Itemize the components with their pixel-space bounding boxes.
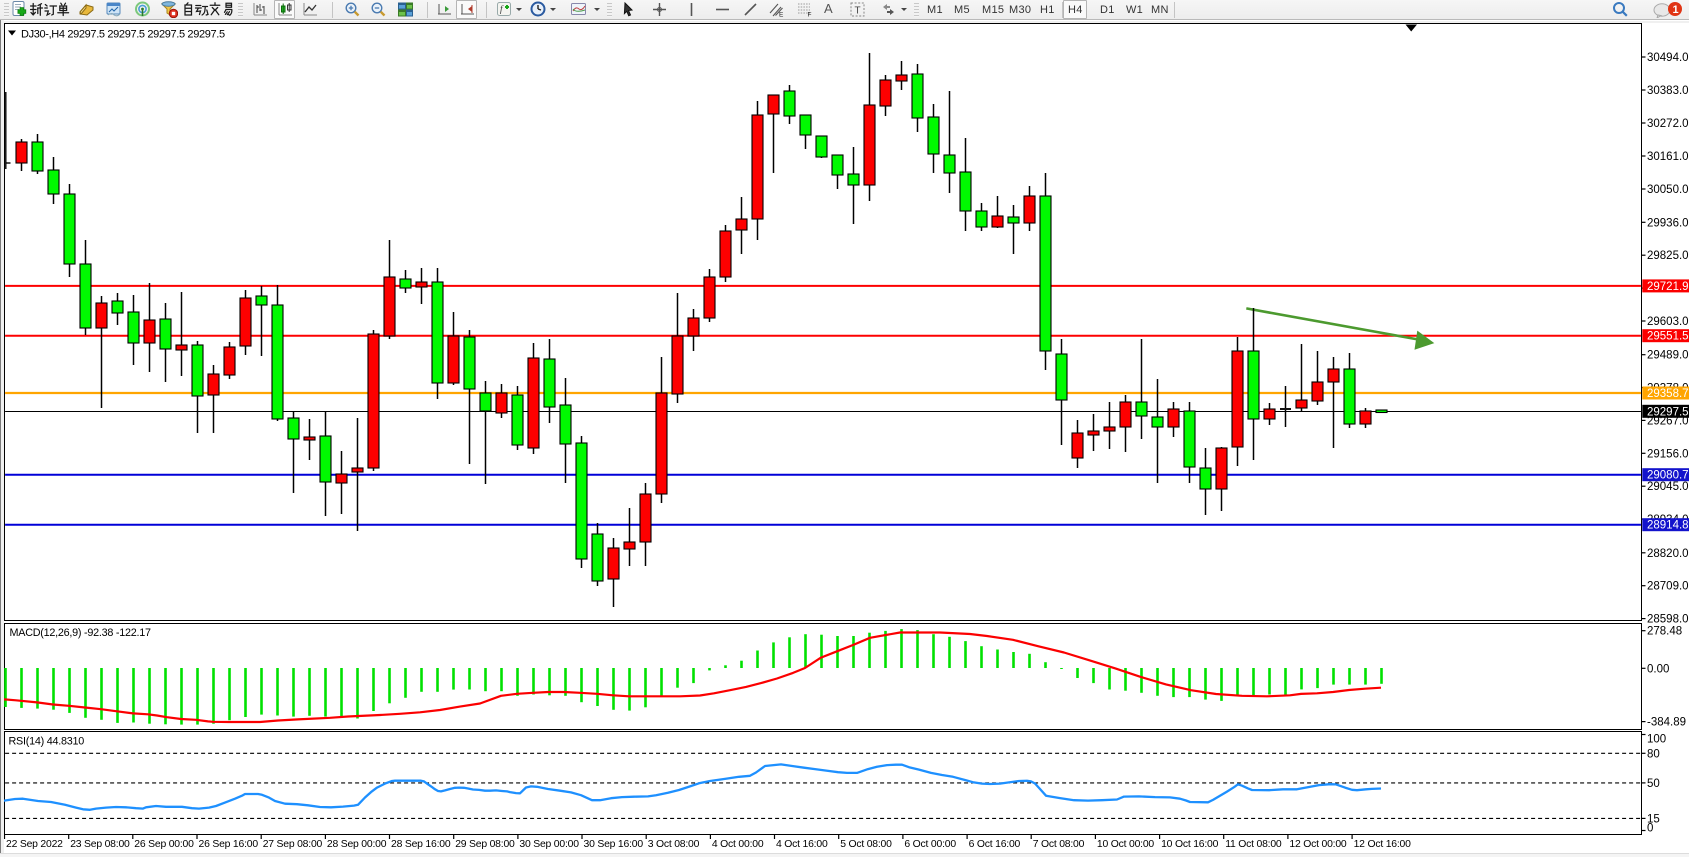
svg-text:28820.0: 28820.0 xyxy=(1647,548,1689,560)
svg-text:MACD(12,26,9) -92.38 -122.17: MACD(12,26,9) -92.38 -122.17 xyxy=(10,627,151,639)
svg-text:29267.0: 29267.0 xyxy=(1647,415,1689,427)
svg-text:7 Oct 08:00: 7 Oct 08:00 xyxy=(1033,839,1085,850)
svg-text:12 Oct 16:00: 12 Oct 16:00 xyxy=(1354,839,1412,850)
svg-text:26 Sep 00:00: 26 Sep 00:00 xyxy=(134,839,194,850)
svg-text:29156.0: 29156.0 xyxy=(1647,448,1689,460)
svg-text:29080.7: 29080.7 xyxy=(1647,470,1689,482)
svg-text:6 Oct 16:00: 6 Oct 16:00 xyxy=(969,839,1021,850)
svg-text:50: 50 xyxy=(1647,778,1660,790)
svg-text:22 Sep 2022: 22 Sep 2022 xyxy=(6,839,63,850)
svg-text:29721.9: 29721.9 xyxy=(1647,281,1689,293)
svg-text:30 Sep 00:00: 30 Sep 00:00 xyxy=(519,839,579,850)
svg-text:11 Oct 08:00: 11 Oct 08:00 xyxy=(1225,839,1282,850)
svg-text:15: 15 xyxy=(1647,813,1660,825)
svg-text:0.00: 0.00 xyxy=(1647,663,1669,675)
svg-text:29603.0: 29603.0 xyxy=(1647,316,1689,328)
svg-text:28 Sep 16:00: 28 Sep 16:00 xyxy=(391,839,451,850)
svg-text:27 Sep 08:00: 27 Sep 08:00 xyxy=(263,839,323,850)
svg-text:29551.5: 29551.5 xyxy=(1647,331,1689,343)
svg-text:4 Oct 16:00: 4 Oct 16:00 xyxy=(776,839,828,850)
svg-text:29358.7: 29358.7 xyxy=(1647,388,1689,400)
svg-text:5 Oct 08:00: 5 Oct 08:00 xyxy=(840,839,892,850)
svg-text:29297.5: 29297.5 xyxy=(1647,406,1689,418)
svg-text:29936.0: 29936.0 xyxy=(1647,217,1689,229)
svg-text:30 Sep 16:00: 30 Sep 16:00 xyxy=(584,839,644,850)
svg-text:DJ30-,H4 29297.5 29297.5 2929: DJ30-,H4 29297.5 29297.5 29297.5 29297.5 xyxy=(21,29,225,41)
svg-text:4 Oct 00:00: 4 Oct 00:00 xyxy=(712,839,764,850)
svg-text:80: 80 xyxy=(1647,748,1660,760)
svg-text:29045.0: 29045.0 xyxy=(1647,481,1689,493)
svg-text:29 Sep 08:00: 29 Sep 08:00 xyxy=(455,839,515,850)
svg-text:28914.8: 28914.8 xyxy=(1647,520,1689,532)
svg-text:28709.0: 28709.0 xyxy=(1647,581,1689,593)
svg-text:23 Sep 08:00: 23 Sep 08:00 xyxy=(70,839,130,850)
svg-text:100: 100 xyxy=(1647,734,1666,746)
svg-text:278.48: 278.48 xyxy=(1647,626,1682,638)
svg-text:29825.0: 29825.0 xyxy=(1647,250,1689,262)
svg-text:30272.0: 30272.0 xyxy=(1647,118,1689,130)
svg-text:T: T xyxy=(855,6,861,17)
svg-text:30161.0: 30161.0 xyxy=(1647,151,1689,163)
svg-text:12 Oct 00:00: 12 Oct 00:00 xyxy=(1289,839,1347,850)
svg-text:10 Oct 16:00: 10 Oct 16:00 xyxy=(1161,839,1219,850)
svg-text:-384.89: -384.89 xyxy=(1647,717,1686,729)
svg-text:1: 1 xyxy=(1673,4,1679,16)
svg-text:26 Sep 16:00: 26 Sep 16:00 xyxy=(199,839,259,850)
svg-text:30050.0: 30050.0 xyxy=(1647,184,1689,196)
svg-text:10 Oct 00:00: 10 Oct 00:00 xyxy=(1097,839,1155,850)
svg-text:f: f xyxy=(500,4,504,14)
svg-text:28 Sep 00:00: 28 Sep 00:00 xyxy=(327,839,387,850)
svg-text:30383.0: 30383.0 xyxy=(1647,85,1689,97)
svg-text:6 Oct 00:00: 6 Oct 00:00 xyxy=(904,839,956,850)
svg-text:0: 0 xyxy=(1647,823,1653,835)
svg-text:3 Oct 08:00: 3 Oct 08:00 xyxy=(648,839,700,850)
svg-text:29489.0: 29489.0 xyxy=(1647,350,1689,362)
svg-text:RSI(14) 44.8310: RSI(14) 44.8310 xyxy=(9,736,85,748)
svg-text:28598.0: 28598.0 xyxy=(1647,614,1689,626)
svg-text:E: E xyxy=(779,12,784,19)
svg-text:F: F xyxy=(808,12,812,19)
svg-text:30494.0: 30494.0 xyxy=(1647,52,1689,64)
